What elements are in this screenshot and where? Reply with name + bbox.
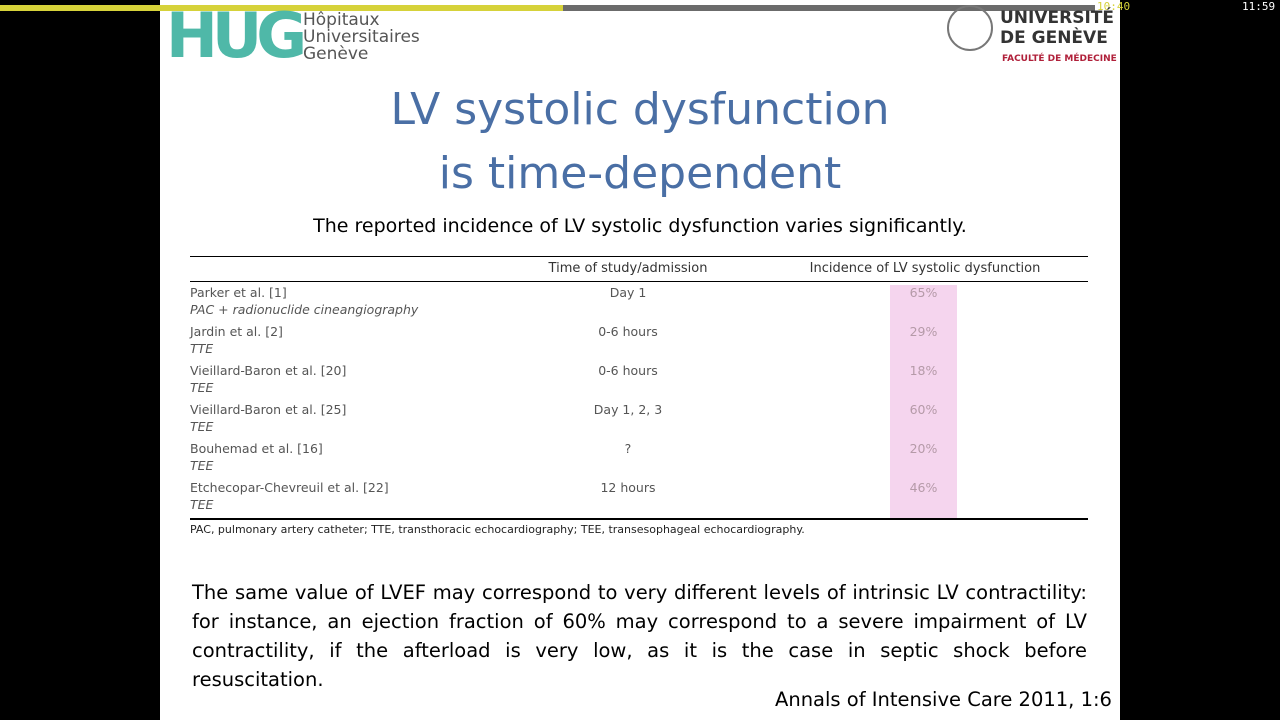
incidence: 65% [909, 285, 938, 300]
time: Day 1 [609, 285, 647, 300]
incidence: 60% [909, 402, 938, 417]
study: Etchecopar-Chevreuil et al. [22] [190, 480, 389, 495]
unige-line: DE GENÈVE [1000, 28, 1108, 48]
progress-fill [0, 5, 563, 11]
hug-text: Hôpitaux Universitaires Genève [303, 12, 420, 63]
time: Day 1, 2, 3 [593, 402, 663, 417]
method: TEE [190, 458, 214, 473]
study: Jardin et al. [2] [190, 324, 283, 339]
method: TEE [190, 497, 214, 512]
slide-title: LV systolic dysfunction [390, 84, 890, 135]
method: TEE [190, 380, 214, 395]
unige-seal [947, 5, 993, 51]
table-header: Incidence of LV systolic dysfunction [809, 261, 1041, 276]
hug-logo: HUG [166, 0, 307, 72]
hug-line: Hôpitaux [303, 10, 380, 30]
hug-line: Universitaires [303, 27, 420, 47]
elapsed-time: 10:40 [1097, 0, 1131, 13]
highlight-column [890, 285, 957, 518]
table-footnote: PAC, pulmonary artery catheter; TTE, tra… [190, 523, 805, 536]
hug-line: Genève [303, 44, 369, 64]
time: 12 hours [600, 480, 656, 495]
slide-title: is time-dependent [438, 148, 842, 199]
table-rule [190, 518, 1088, 520]
unige-faculty: FACULTÉ DE MÉDECINE [1002, 54, 1117, 64]
time: 0-6 hours [598, 363, 658, 378]
slide [160, 0, 1120, 720]
method: TEE [190, 419, 214, 434]
time: ? [624, 441, 632, 456]
incidence: 18% [909, 363, 938, 378]
study: Bouhemad et al. [16] [190, 441, 323, 456]
method: PAC + radionuclide cineangiography [190, 302, 419, 317]
table-rule [190, 256, 1088, 257]
incidence: 29% [909, 324, 938, 339]
unige-line: UNIVERSITÉ [1000, 8, 1114, 28]
paragraph: The same value of LVEF may correspond to… [192, 581, 1087, 691]
study: Vieillard-Baron et al. [25] [190, 402, 347, 417]
study: Parker et al. [1] [190, 285, 287, 300]
method: TTE [190, 341, 214, 356]
unige-logo: UNIVERSITÉ DE GENÈVE [1000, 8, 1114, 48]
time: 0-6 hours [598, 324, 658, 339]
table-header: Time of study/admission [548, 261, 708, 276]
duration: 11:59 [1242, 0, 1276, 13]
table-rule [190, 281, 1088, 282]
study: Vieillard-Baron et al. [20] [190, 363, 347, 378]
citation: Annals of Intensive Care 2011, 1:6 [775, 688, 1112, 711]
incidence: 20% [909, 441, 938, 456]
subtitle: The reported incidence of LV systolic dy… [313, 215, 967, 237]
incidence: 46% [909, 480, 938, 495]
